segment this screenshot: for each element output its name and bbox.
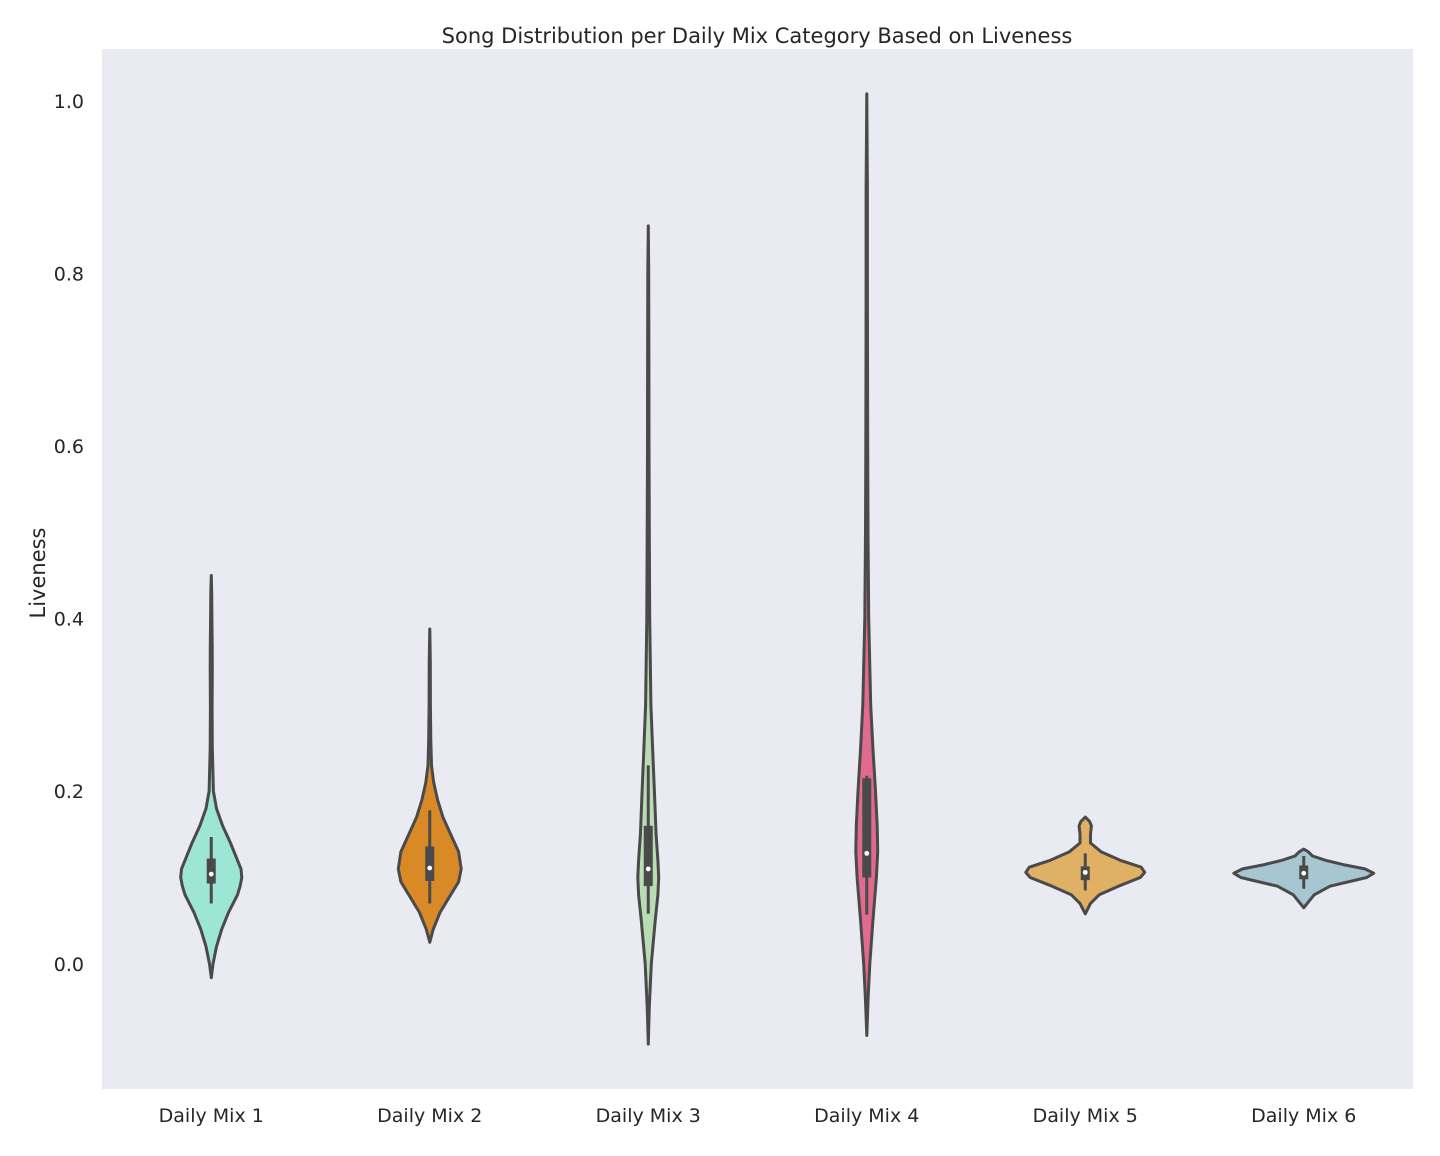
chart-title: Song Distribution per Daily Mix Category… bbox=[442, 24, 1073, 48]
y-tick-label: 1.0 bbox=[54, 91, 84, 113]
violin-median bbox=[208, 871, 214, 877]
violin-5 bbox=[1024, 815, 1147, 916]
violin-3 bbox=[636, 224, 661, 1046]
violin-median bbox=[1082, 869, 1088, 875]
violin-body bbox=[636, 224, 661, 1046]
x-tick-label: Daily Mix 4 bbox=[814, 1105, 919, 1127]
x-tick-label: Daily Mix 1 bbox=[159, 1105, 264, 1127]
y-tick-label: 0.8 bbox=[54, 263, 84, 285]
y-tick-label: 0.0 bbox=[54, 954, 84, 976]
violin-median bbox=[1301, 870, 1307, 876]
violin-1 bbox=[179, 574, 244, 980]
violin-median bbox=[864, 850, 870, 856]
violin-body bbox=[854, 92, 880, 1037]
y-tick-label: 0.4 bbox=[54, 609, 84, 631]
x-tick-label: Daily Mix 3 bbox=[596, 1105, 701, 1127]
x-tick-label: Daily Mix 6 bbox=[1251, 1105, 1356, 1127]
violin-median bbox=[645, 866, 651, 872]
plot-background bbox=[102, 49, 1413, 1089]
x-ticks: Daily Mix 1 Daily Mix 2 Daily Mix 3 Daily M… bbox=[159, 1105, 1357, 1127]
violin-4 bbox=[854, 92, 880, 1037]
y-ticks: 0.0 0.2 0.4 0.6 0.8 1.0 bbox=[54, 91, 84, 976]
violin-body bbox=[396, 627, 463, 944]
x-tick-label: Daily Mix 2 bbox=[377, 1105, 482, 1127]
violin-6 bbox=[1232, 847, 1376, 910]
y-tick-label: 0.2 bbox=[54, 781, 84, 803]
y-axis-label: Liveness bbox=[26, 528, 50, 619]
x-tick-label: Daily Mix 5 bbox=[1033, 1105, 1138, 1127]
violins-layer bbox=[179, 92, 1376, 1046]
violin-median bbox=[427, 865, 433, 871]
violin-body bbox=[179, 574, 244, 980]
y-tick-label: 0.6 bbox=[54, 436, 84, 458]
violin-2 bbox=[396, 627, 463, 944]
